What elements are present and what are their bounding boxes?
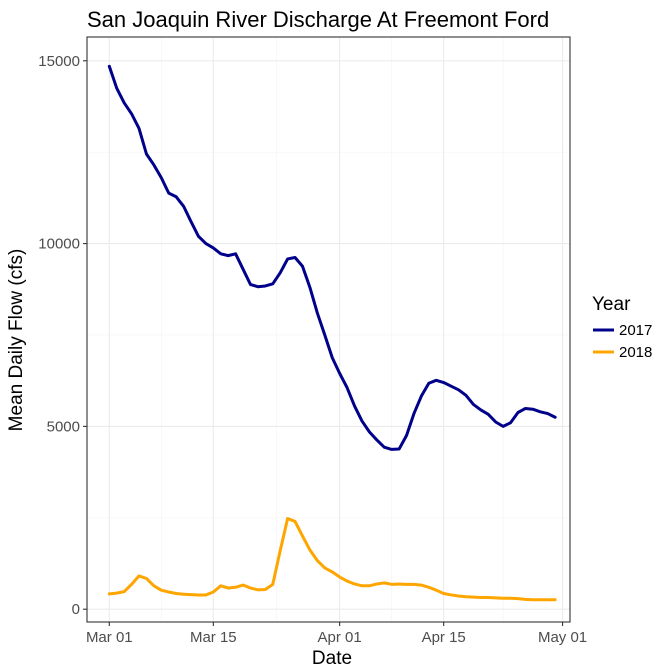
- legend-title: Year: [592, 294, 631, 315]
- chart-title: San Joaquin River Discharge At Freemont …: [87, 7, 549, 32]
- series-layer: [107, 64, 557, 602]
- axis-ticks: 0 5000 10000 15000 Mar 01 Mar 15 Apr 01 Apr 15 M…: [38, 53, 587, 646]
- series-line-2017: [107, 64, 557, 451]
- x-tick-label: Apr 01: [318, 629, 362, 646]
- x-tick-label: Apr 15: [422, 629, 466, 646]
- series-line-2018: [107, 517, 557, 602]
- x-axis-title: Date: [312, 648, 352, 669]
- y-tick-label: 10000: [38, 236, 80, 253]
- x-tick-label: Mar 01: [86, 629, 133, 646]
- plot-panel: [86, 36, 571, 623]
- x-tick-label: Mar 15: [190, 629, 237, 646]
- y-tick-label: 5000: [47, 418, 80, 435]
- legend: Year 2017 2018: [592, 294, 652, 361]
- y-tick-label: 15000: [38, 53, 80, 70]
- y-axis-title: Mean Daily Flow (cfs): [6, 249, 27, 432]
- legend-label-2017: 2017: [619, 322, 652, 339]
- x-tick-label: May 01: [538, 629, 587, 646]
- y-tick-label: 0: [72, 601, 80, 618]
- grid: [87, 37, 570, 622]
- legend-label-2018: 2018: [619, 344, 652, 361]
